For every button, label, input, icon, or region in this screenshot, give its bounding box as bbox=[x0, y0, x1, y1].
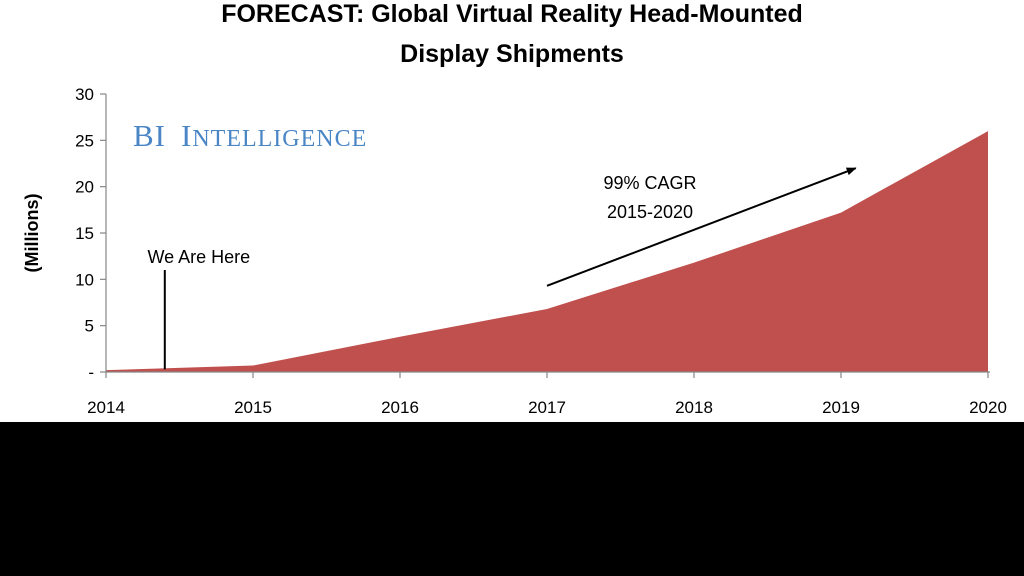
brand-logo: BI INTELLIGENCE bbox=[133, 118, 367, 153]
chart-title-line-2: Display Shipments bbox=[400, 40, 624, 68]
cagr-arrow bbox=[546, 167, 857, 287]
x-tick-label-2018: 2018 bbox=[675, 398, 713, 417]
cagr-label-line-1: 99% CAGR bbox=[603, 173, 696, 193]
y-tick-label-0: - bbox=[88, 363, 94, 382]
we-are-here-annotation: We Are Here bbox=[147, 247, 250, 370]
y-tick-label-20: 20 bbox=[75, 178, 94, 197]
y-tick-label-30: 30 bbox=[75, 85, 94, 104]
x-tick-label-2015: 2015 bbox=[234, 398, 272, 417]
y-tick-label-10: 10 bbox=[75, 270, 94, 289]
y-tick-label-15: 15 bbox=[75, 224, 94, 243]
cagr-label-line-2: 2015-2020 bbox=[607, 202, 693, 222]
area-series-shipments bbox=[106, 131, 988, 372]
brand-word-rest: NTELLIGENCE bbox=[192, 126, 367, 152]
y-axis-label: (Millions) bbox=[22, 194, 42, 273]
area-chart: FORECAST: Global Virtual Reality Head-Mo… bbox=[22, 0, 1007, 417]
x-tick-label-2017: 2017 bbox=[528, 398, 566, 417]
x-tick-label-2014: 2014 bbox=[87, 398, 125, 417]
cagr-annotation: 99% CAGR 2015-2020 bbox=[546, 167, 857, 287]
chart-title-line-1: FORECAST: Global Virtual Reality Head-Mo… bbox=[221, 0, 803, 28]
x-tick-label-2020: 2020 bbox=[969, 398, 1007, 417]
brand-initials: BI bbox=[133, 118, 166, 153]
brand-word-first: I bbox=[181, 118, 192, 153]
y-tick-label-25: 25 bbox=[75, 131, 94, 150]
x-tick-label-2019: 2019 bbox=[822, 398, 860, 417]
we-are-here-label: We Are Here bbox=[147, 247, 250, 267]
chart-area: FORECAST: Global Virtual Reality Head-Mo… bbox=[0, 0, 1024, 422]
y-tick-label-5: 5 bbox=[85, 317, 94, 336]
x-tick-label-2016: 2016 bbox=[381, 398, 419, 417]
